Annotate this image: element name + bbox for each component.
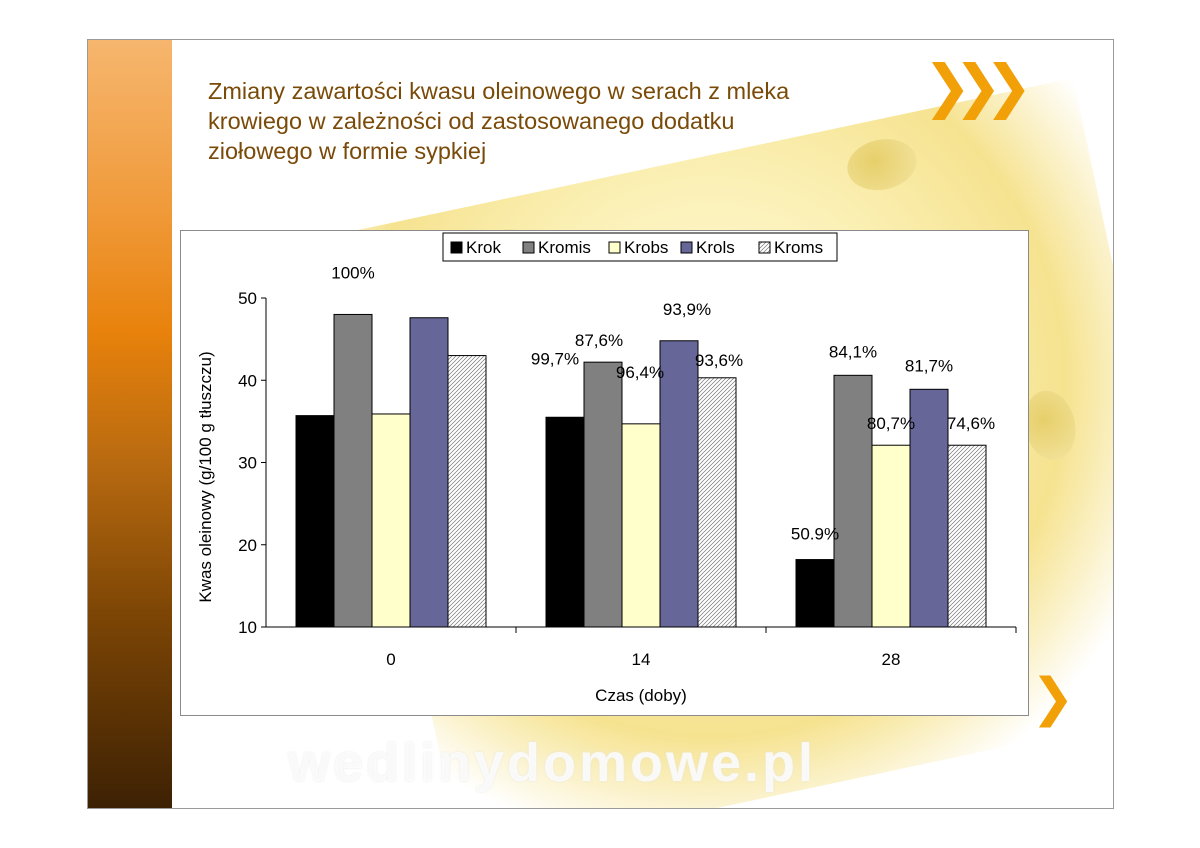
y-tick-label: 20 bbox=[238, 536, 257, 555]
bar-chart: Krok Kromis Krobs Krols Kroms 10 20 30 40 50 0 14 2… bbox=[196, 232, 1017, 705]
title-line-1: Zmiany zawartości kwasu oleinowego w ser… bbox=[208, 78, 790, 104]
legend-swatch-krok bbox=[450, 241, 463, 254]
slide-title: Zmiany zawartości kwasu oleinowego w ser… bbox=[208, 76, 908, 166]
x-tick-label: 0 bbox=[386, 650, 395, 669]
y-tick-label: 50 bbox=[238, 289, 257, 308]
bar-krobs bbox=[871, 444, 911, 628]
bar-krok bbox=[795, 559, 835, 628]
title-line-2: krowiego w zależności od zastosowanego d… bbox=[208, 108, 735, 134]
chart-container: Krok Kromis Krobs Krols Kroms 10 20 30 40 50 0 14 2… bbox=[180, 230, 1029, 716]
data-label: 93,9% bbox=[663, 300, 711, 319]
x-axis-title: Czas (doby) bbox=[595, 686, 687, 705]
data-label: 84,1% bbox=[829, 342, 877, 361]
x-tick-label: 14 bbox=[632, 650, 651, 669]
y-axis-title: Kwas oleinowy (g/100 g tłuszczu) bbox=[196, 351, 215, 602]
legend-swatch-kroms bbox=[758, 241, 771, 254]
side-gradient-bar bbox=[88, 40, 172, 808]
bar-krols bbox=[409, 317, 449, 628]
bar-kroms bbox=[697, 377, 737, 628]
bar-krok bbox=[545, 416, 585, 628]
data-label: 50.9% bbox=[791, 525, 839, 544]
triple-chevron-right-icon[interactable]: ❯❯❯ bbox=[923, 52, 1033, 120]
legend-label-krols: Krols bbox=[696, 238, 735, 257]
legend-label-kromis: Kromis bbox=[538, 238, 591, 257]
legend-frame bbox=[442, 232, 838, 262]
bar-kromis bbox=[583, 361, 623, 628]
data-label: 74,6% bbox=[947, 414, 995, 433]
data-label: 100% bbox=[331, 263, 374, 282]
watermark: wedlinydomowe.pl bbox=[288, 733, 817, 793]
data-label: 81,7% bbox=[905, 356, 953, 375]
slide: Zmiany zawartości kwasu oleinowego w ser… bbox=[87, 39, 1114, 809]
x-tick-label: 28 bbox=[882, 650, 901, 669]
legend-swatch-krobs bbox=[608, 241, 621, 254]
bar-krobs bbox=[371, 413, 411, 628]
bar-kroms bbox=[447, 355, 487, 628]
chevron-right-icon[interactable]: ❯ bbox=[1031, 668, 1075, 728]
title-line-3: ziołowego w formie sypkiej bbox=[208, 138, 487, 164]
data-label: 99,7% bbox=[531, 349, 579, 368]
data-label: 93,6% bbox=[695, 351, 743, 370]
bar-krobs bbox=[621, 423, 661, 628]
chart-annotations: 100% 99,7%87,6% 96,4% 93,9% 93,6% 50.9% 84,1% 8… bbox=[331, 263, 995, 543]
legend-label-kroms: Kroms bbox=[774, 238, 823, 257]
bar-kromis bbox=[333, 313, 373, 628]
y-tick-label: 30 bbox=[238, 454, 257, 473]
bar-krols bbox=[659, 340, 699, 628]
chart-bars bbox=[295, 313, 987, 628]
legend-swatch-krols bbox=[680, 241, 693, 254]
data-label: 80,7% bbox=[867, 414, 915, 433]
bar-krok bbox=[295, 415, 335, 628]
legend-swatch-kromis bbox=[522, 241, 535, 254]
legend-label-krok: Krok bbox=[466, 238, 501, 257]
data-label: 87,6% bbox=[575, 331, 623, 350]
data-label: 96,4% bbox=[616, 363, 664, 382]
y-tick-label: 10 bbox=[238, 618, 257, 637]
y-tick-label: 40 bbox=[238, 371, 257, 390]
chart-legend: Krok Kromis Krobs Krols Kroms bbox=[442, 232, 838, 262]
bar-kromis bbox=[833, 374, 873, 628]
bar-krols bbox=[909, 388, 949, 628]
legend-label-krobs: Krobs bbox=[624, 238, 668, 257]
bar-kroms bbox=[947, 444, 987, 628]
